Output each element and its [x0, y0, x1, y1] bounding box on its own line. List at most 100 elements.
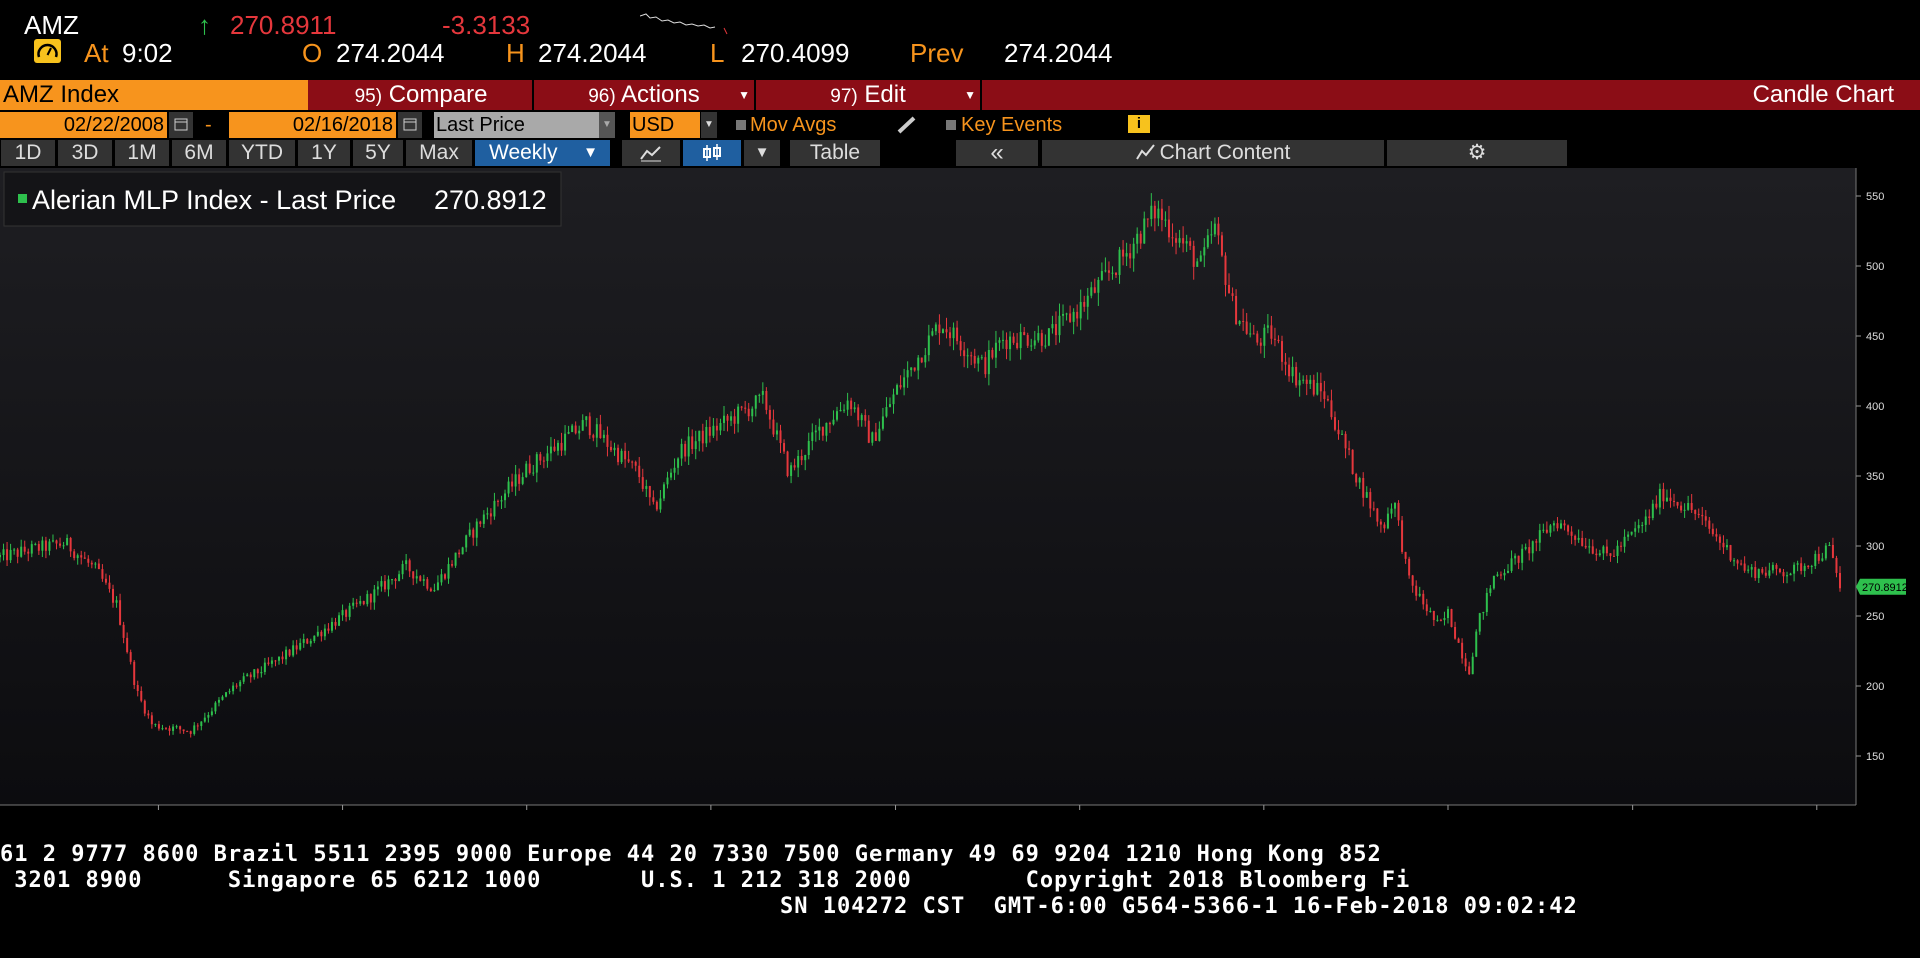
y-tick-label: 400 — [1866, 401, 1884, 413]
candle-chart[interactable]: 150 200 250 300 350 400 450 500 550 200820092010… — [0, 168, 1920, 810]
calendar-icon[interactable] — [169, 112, 193, 138]
chart-type-title: Candle Chart — [1752, 81, 1894, 108]
candle-chart-icon[interactable] — [683, 140, 741, 166]
candle-body — [1524, 547, 1527, 549]
candle-body — [924, 355, 927, 363]
collapse-button[interactable]: « — [956, 140, 1038, 166]
candle-body — [20, 546, 23, 557]
candle-body — [1800, 563, 1803, 571]
caret-down-icon[interactable]: ▼ — [744, 140, 780, 166]
candle-body — [288, 649, 291, 656]
security-field[interactable]: AMZ Index — [0, 80, 308, 110]
key-events-label[interactable]: Key Events — [961, 114, 1063, 136]
candle-body — [991, 349, 994, 358]
candle-body — [956, 327, 959, 342]
candle-body — [1291, 366, 1294, 377]
candle-body — [267, 662, 270, 664]
candle-body — [1694, 509, 1697, 514]
caret-down-icon[interactable]: ▼ — [599, 112, 615, 138]
date-range-dash: - — [205, 114, 212, 136]
currency-select[interactable]: USD — [630, 112, 700, 138]
candle-body — [1047, 328, 1050, 346]
candle-body — [973, 355, 976, 364]
field-select[interactable]: Last Price — [434, 112, 599, 138]
candle-body — [712, 425, 715, 436]
candle-body — [458, 552, 461, 555]
candle-body — [1676, 501, 1679, 506]
candle-body — [1019, 332, 1022, 349]
candle-body — [1418, 593, 1421, 596]
gauge-icon[interactable] — [34, 39, 61, 63]
candle-body — [101, 569, 104, 579]
candle-body — [1245, 321, 1248, 334]
candle-body — [1284, 361, 1287, 365]
candle-body — [1831, 544, 1834, 558]
start-date-input[interactable]: 02/22/2008 — [0, 112, 167, 138]
candle-body — [1824, 545, 1827, 559]
candle-body — [832, 419, 835, 425]
tab-1d[interactable]: 1D — [1, 140, 55, 166]
table-button[interactable]: Table — [790, 140, 880, 166]
candle-body — [828, 422, 831, 425]
candle-body — [934, 324, 937, 332]
candle-body — [677, 458, 680, 468]
compare-button[interactable]: 95) Compare — [310, 80, 532, 110]
candle-body — [684, 443, 687, 457]
candle-body — [1030, 345, 1033, 347]
tab-5y[interactable]: 5Y — [353, 140, 403, 166]
candle-body — [1528, 547, 1531, 554]
tab-1y[interactable]: 1Y — [298, 140, 350, 166]
candle-body — [1273, 338, 1276, 340]
pencil-icon[interactable] — [896, 112, 918, 138]
tab-3d[interactable]: 3D — [58, 140, 112, 166]
candle-body — [1372, 508, 1375, 510]
candle-body — [48, 541, 51, 551]
compare-label: Compare — [388, 81, 488, 108]
candle-body — [1425, 604, 1428, 612]
candle-body — [486, 513, 489, 515]
candle-body — [578, 430, 581, 434]
candle-body — [557, 442, 560, 451]
quote-strip: AMZ ↑ 270.8911 -3.3133 At 9:02 O 274.204… — [0, 0, 1920, 80]
candle-body — [793, 465, 796, 468]
candle-body — [1312, 379, 1315, 395]
candle-body — [1422, 593, 1425, 605]
tab-6m[interactable]: 6M — [172, 140, 226, 166]
candle-body — [500, 500, 503, 502]
line-chart-icon[interactable] — [622, 140, 680, 166]
candle-body — [126, 637, 129, 653]
at-label: At — [84, 38, 109, 68]
candle-body — [1559, 523, 1562, 529]
candle-body — [1627, 534, 1630, 537]
candle-body — [966, 355, 969, 357]
gear-icon[interactable]: ⚙ — [1387, 140, 1567, 166]
end-date-input[interactable]: 02/16/2018 — [229, 112, 396, 138]
caret-down-icon[interactable]: ▼ — [701, 112, 717, 138]
candle-body — [691, 436, 694, 450]
edit-menu[interactable]: 97) Edit ▼ — [756, 80, 980, 110]
y-tick-label: 200 — [1866, 681, 1884, 693]
prev-value: 274.2044 — [1004, 38, 1113, 68]
candle-body — [475, 521, 478, 538]
key-events-checkbox[interactable] — [946, 120, 956, 130]
candle-body — [274, 660, 277, 662]
tab-max[interactable]: Max — [406, 140, 472, 166]
candle-body — [613, 447, 616, 451]
candle-body — [1789, 573, 1792, 576]
mov-avgs-checkbox[interactable] — [736, 120, 746, 130]
candle-body — [1535, 541, 1538, 543]
tab-ytd[interactable]: YTD — [229, 140, 295, 166]
candle-body — [161, 728, 164, 730]
candle-body — [913, 367, 916, 371]
calendar-icon[interactable] — [398, 112, 422, 138]
candle-body — [108, 582, 111, 589]
tab-1m[interactable]: 1M — [115, 140, 169, 166]
period-select[interactable]: Weekly ▼ — [475, 140, 610, 166]
chart-content-button[interactable]: Chart Content — [1042, 140, 1384, 166]
mov-avgs-label[interactable]: Mov Avgs — [750, 114, 837, 136]
candle-body — [246, 674, 249, 677]
candle-body — [66, 538, 69, 546]
actions-menu[interactable]: 96) Actions ▼ — [534, 80, 754, 110]
y-tick-label: 150 — [1866, 751, 1884, 763]
info-icon[interactable]: i — [1128, 115, 1150, 133]
